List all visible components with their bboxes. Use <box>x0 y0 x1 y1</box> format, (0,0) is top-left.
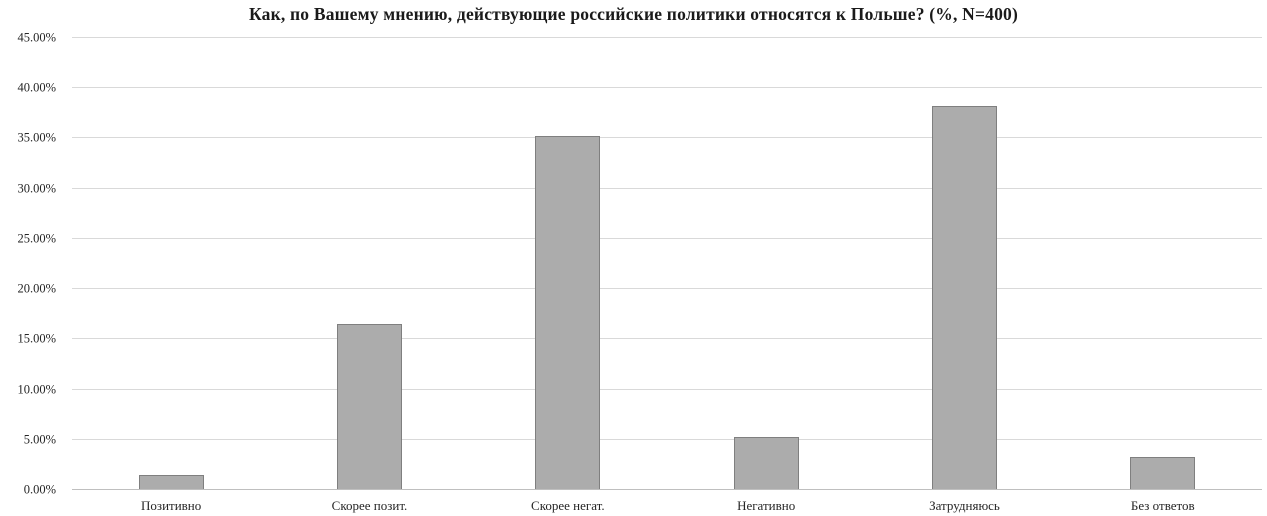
x-axis-category-label: Затрудняюсь <box>929 497 1000 513</box>
y-axis-tick-label: 35.00% <box>17 130 56 145</box>
y-axis-tick-label: 10.00% <box>17 382 56 397</box>
bars-layer <box>72 38 1262 490</box>
y-axis-labels: 0.00% 5.00% 10.00% 15.00% 20.00% 25.00% 30.00%… <box>0 31 64 497</box>
bar-6 <box>1130 457 1196 490</box>
y-axis-tick-label: 40.00% <box>17 80 56 95</box>
gridline <box>72 388 1262 390</box>
x-axis-category-label: Негативно <box>737 497 796 513</box>
bar-slot <box>1064 38 1262 490</box>
gridline <box>72 288 1262 290</box>
bar-1 <box>138 474 204 490</box>
gridline <box>72 187 1262 189</box>
bar-slot <box>865 38 1063 490</box>
x-axis-labels: Позитивно Скорее позит. Скорее негат. Негат… <box>72 492 1262 516</box>
x-axis-category-label: Позитивно <box>141 497 202 513</box>
x-axis-category-label: Без ответов <box>1130 497 1195 513</box>
gridline <box>72 438 1262 440</box>
y-axis-tick-label: 30.00% <box>17 181 56 196</box>
gridline <box>72 338 1262 340</box>
x-axis-category-label: Скорее позит. <box>331 497 408 513</box>
y-axis-tick-label: 20.00% <box>17 281 56 296</box>
bar-3 <box>535 135 601 490</box>
gridline <box>72 237 1262 239</box>
bar-4 <box>733 437 799 490</box>
bar-slot <box>72 38 270 490</box>
y-axis-tick-label: 15.00% <box>17 331 56 346</box>
bar-slot <box>667 38 865 490</box>
y-axis-tick-label: 0.00% <box>23 482 56 497</box>
gridline <box>72 137 1262 139</box>
plot-area <box>72 37 1262 490</box>
y-axis-tick-label: 45.00% <box>17 30 56 45</box>
chart-title: Как, по Вашему мнению, действующие росси… <box>248 4 1019 24</box>
y-axis-tick-label: 5.00% <box>23 432 56 447</box>
x-axis-line <box>72 489 1262 490</box>
gridline <box>72 37 1262 38</box>
bar-slot <box>469 38 667 490</box>
y-axis-tick-label: 25.00% <box>17 231 56 246</box>
x-axis-category-label: Скорее негат. <box>531 497 605 513</box>
bar-slot <box>270 38 468 490</box>
bar-5 <box>931 105 997 490</box>
bar-2 <box>336 324 402 490</box>
gridline <box>72 87 1262 89</box>
